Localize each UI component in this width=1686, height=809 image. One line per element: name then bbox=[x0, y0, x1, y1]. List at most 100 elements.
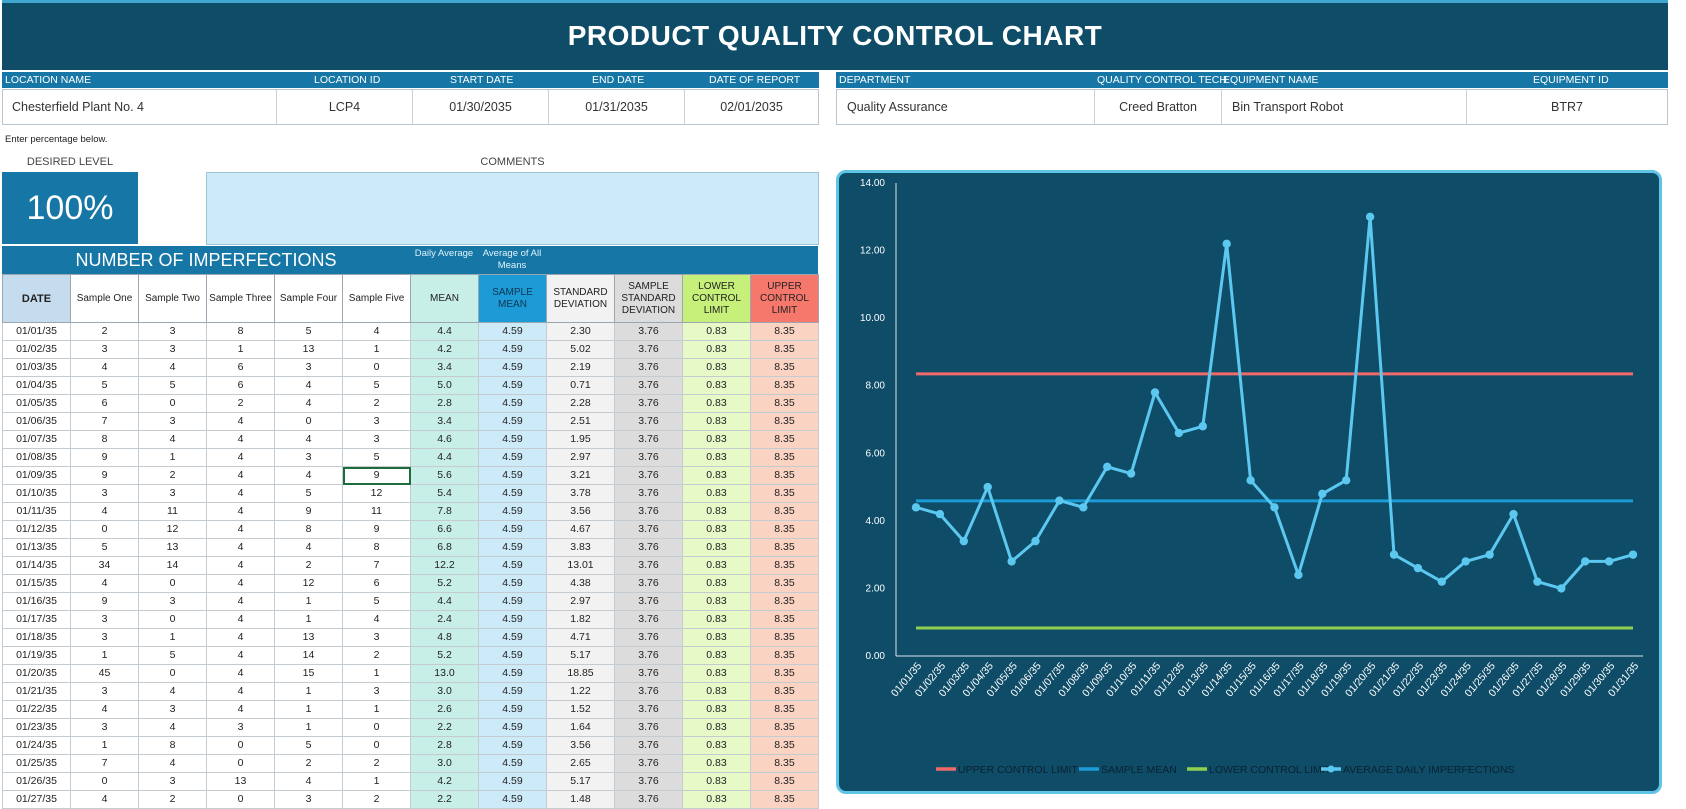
cell-mean[interactable]: 12.2 bbox=[410, 556, 479, 575]
cell-sample-four[interactable]: 5 bbox=[274, 322, 343, 341]
cell-sample-one[interactable]: 5 bbox=[70, 538, 139, 557]
cell-sample-three[interactable]: 6 bbox=[206, 358, 275, 377]
cell-sample-standard-deviation[interactable]: 3.76 bbox=[614, 322, 683, 341]
cell-sample-four[interactable]: 13 bbox=[274, 628, 343, 647]
cell-sample-four[interactable]: 0 bbox=[274, 412, 343, 431]
cell-standard-deviation[interactable]: 1.22 bbox=[546, 682, 615, 701]
cell-date[interactable]: 01/25/35 bbox=[2, 754, 71, 773]
cell-sample-mean[interactable]: 4.59 bbox=[478, 340, 547, 359]
cell-sample-four[interactable]: 3 bbox=[274, 448, 343, 467]
cell-sample-standard-deviation[interactable]: 3.76 bbox=[614, 682, 683, 701]
cell-sample-four[interactable]: 4 bbox=[274, 394, 343, 413]
cell-sample-mean[interactable]: 4.59 bbox=[478, 322, 547, 341]
equipment-name-field[interactable]: Bin Transport Robot bbox=[1222, 90, 1467, 124]
cell-upper-control-limit[interactable]: 8.35 bbox=[750, 412, 819, 431]
cell-mean[interactable]: 6.6 bbox=[410, 520, 479, 539]
cell-upper-control-limit[interactable]: 8.35 bbox=[750, 502, 819, 521]
cell-standard-deviation[interactable]: 2.30 bbox=[546, 322, 615, 341]
cell-date[interactable]: 01/05/35 bbox=[2, 394, 71, 413]
cell-sample-five[interactable]: 1 bbox=[342, 700, 411, 719]
cell-sample-one[interactable]: 0 bbox=[70, 520, 139, 539]
cell-lower-control-limit[interactable]: 0.83 bbox=[682, 412, 751, 431]
cell-sample-two[interactable]: 4 bbox=[138, 358, 207, 377]
cell-mean[interactable]: 5.6 bbox=[410, 466, 479, 485]
cell-mean[interactable]: 3.0 bbox=[410, 682, 479, 701]
cell-mean[interactable]: 13.0 bbox=[410, 664, 479, 683]
column-header-upper-control-limit[interactable]: UPPER CONTROL LIMIT bbox=[750, 274, 819, 323]
cell-sample-five[interactable]: 1 bbox=[342, 664, 411, 683]
cell-sample-three[interactable]: 4 bbox=[206, 484, 275, 503]
cell-mean[interactable]: 6.8 bbox=[410, 538, 479, 557]
cell-sample-one[interactable]: 9 bbox=[70, 466, 139, 485]
cell-sample-four[interactable]: 1 bbox=[274, 718, 343, 737]
cell-standard-deviation[interactable]: 2.28 bbox=[546, 394, 615, 413]
cell-lower-control-limit[interactable]: 0.83 bbox=[682, 556, 751, 575]
cell-standard-deviation[interactable]: 18.85 bbox=[546, 664, 615, 683]
cell-lower-control-limit[interactable]: 0.83 bbox=[682, 448, 751, 467]
cell-sample-three[interactable]: 2 bbox=[206, 394, 275, 413]
cell-sample-one[interactable]: 3 bbox=[70, 628, 139, 647]
column-header-lower-control-limit[interactable]: LOWER CONTROL LIMIT bbox=[682, 274, 751, 323]
cell-sample-standard-deviation[interactable]: 3.76 bbox=[614, 736, 683, 755]
cell-sample-one[interactable]: 2 bbox=[70, 322, 139, 341]
cell-sample-two[interactable]: 4 bbox=[138, 682, 207, 701]
cell-sample-two[interactable]: 11 bbox=[138, 502, 207, 521]
cell-sample-three[interactable]: 4 bbox=[206, 448, 275, 467]
cell-sample-mean[interactable]: 4.59 bbox=[478, 628, 547, 647]
cell-sample-four[interactable]: 2 bbox=[274, 556, 343, 575]
cell-sample-three[interactable]: 4 bbox=[206, 538, 275, 557]
cell-sample-standard-deviation[interactable]: 3.76 bbox=[614, 502, 683, 521]
cell-sample-five[interactable]: 4 bbox=[342, 322, 411, 341]
column-header-sample-standard-deviation[interactable]: SAMPLE STANDARD DEVIATION bbox=[614, 274, 683, 323]
cell-sample-five[interactable]: 5 bbox=[342, 376, 411, 395]
location-id-field[interactable]: LCP4 bbox=[277, 90, 413, 124]
cell-sample-two[interactable]: 5 bbox=[138, 646, 207, 665]
column-header-sample-mean[interactable]: SAMPLE MEAN bbox=[478, 274, 547, 323]
cell-sample-mean[interactable]: 4.59 bbox=[478, 484, 547, 503]
cell-standard-deviation[interactable]: 3.56 bbox=[546, 502, 615, 521]
cell-sample-three[interactable]: 4 bbox=[206, 646, 275, 665]
cell-mean[interactable]: 7.8 bbox=[410, 502, 479, 521]
cell-sample-two[interactable]: 3 bbox=[138, 592, 207, 611]
cell-sample-standard-deviation[interactable]: 3.76 bbox=[614, 448, 683, 467]
cell-date[interactable]: 01/11/35 bbox=[2, 502, 71, 521]
cell-standard-deviation[interactable]: 13.01 bbox=[546, 556, 615, 575]
cell-sample-two[interactable]: 3 bbox=[138, 484, 207, 503]
cell-lower-control-limit[interactable]: 0.83 bbox=[682, 466, 751, 485]
cell-sample-standard-deviation[interactable]: 3.76 bbox=[614, 430, 683, 449]
cell-date[interactable]: 01/12/35 bbox=[2, 520, 71, 539]
cell-upper-control-limit[interactable]: 8.35 bbox=[750, 628, 819, 647]
cell-date[interactable]: 01/06/35 bbox=[2, 412, 71, 431]
cell-sample-mean[interactable]: 4.59 bbox=[478, 520, 547, 539]
cell-sample-mean[interactable]: 4.59 bbox=[478, 376, 547, 395]
cell-sample-four[interactable]: 12 bbox=[274, 574, 343, 593]
cell-sample-mean[interactable]: 4.59 bbox=[478, 610, 547, 629]
location-name-field[interactable]: Chesterfield Plant No. 4 bbox=[3, 90, 277, 124]
cell-lower-control-limit[interactable]: 0.83 bbox=[682, 322, 751, 341]
equipment-id-field[interactable]: BTR7 bbox=[1551, 100, 1583, 114]
cell-upper-control-limit[interactable]: 8.35 bbox=[750, 574, 819, 593]
cell-sample-two[interactable]: 3 bbox=[138, 322, 207, 341]
cell-sample-three[interactable]: 4 bbox=[206, 574, 275, 593]
cell-lower-control-limit[interactable]: 0.83 bbox=[682, 664, 751, 683]
cell-sample-five[interactable]: 4 bbox=[342, 610, 411, 629]
cell-upper-control-limit[interactable]: 8.35 bbox=[750, 466, 819, 485]
cell-date[interactable]: 01/01/35 bbox=[2, 322, 71, 341]
cell-sample-three[interactable]: 4 bbox=[206, 520, 275, 539]
cell-sample-standard-deviation[interactable]: 3.76 bbox=[614, 520, 683, 539]
cell-standard-deviation[interactable]: 1.95 bbox=[546, 430, 615, 449]
cell-sample-four[interactable]: 4 bbox=[274, 430, 343, 449]
cell-sample-standard-deviation[interactable]: 3.76 bbox=[614, 556, 683, 575]
cell-lower-control-limit[interactable]: 0.83 bbox=[682, 340, 751, 359]
cell-sample-standard-deviation[interactable]: 3.76 bbox=[614, 574, 683, 593]
cell-sample-three[interactable]: 4 bbox=[206, 664, 275, 683]
cell-standard-deviation[interactable]: 2.97 bbox=[546, 592, 615, 611]
cell-standard-deviation[interactable]: 4.67 bbox=[546, 520, 615, 539]
cell-sample-one[interactable]: 4 bbox=[70, 358, 139, 377]
cell-sample-standard-deviation[interactable]: 3.76 bbox=[614, 358, 683, 377]
cell-sample-five[interactable]: 3 bbox=[342, 412, 411, 431]
cell-mean[interactable]: 2.4 bbox=[410, 610, 479, 629]
cell-date[interactable]: 01/14/35 bbox=[2, 556, 71, 575]
start-date-field[interactable]: 01/30/2035 bbox=[413, 90, 549, 124]
cell-standard-deviation[interactable]: 1.52 bbox=[546, 700, 615, 719]
